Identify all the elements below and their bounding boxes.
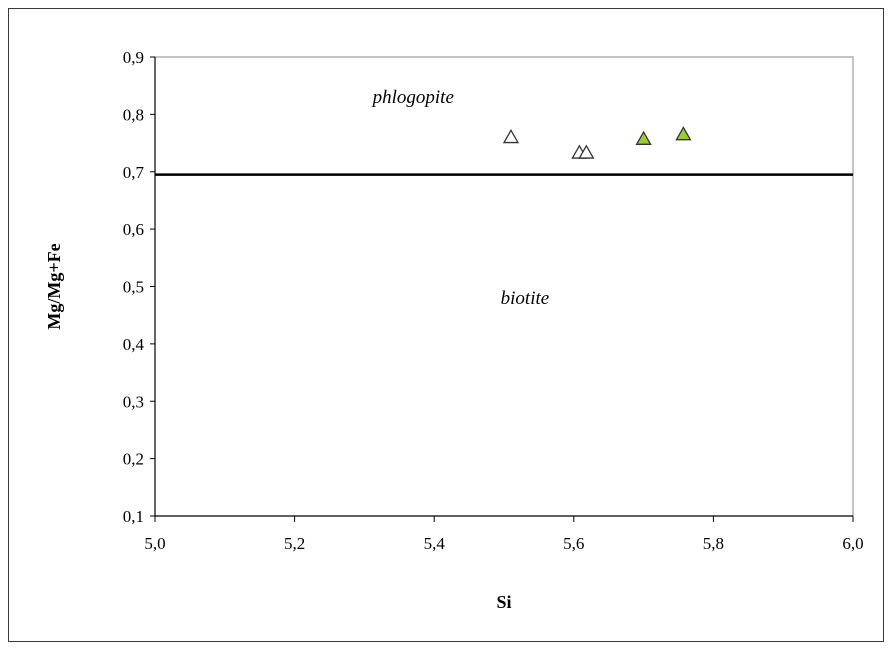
x-tick-label: 5,8 [703,534,724,553]
chart-frame [8,8,884,642]
region-labels: phlogopite biotite [371,87,550,309]
x-tick-label: 5,6 [563,534,584,553]
y-tick-label: 0,8 [123,105,144,124]
data-point-triangle [675,126,692,141]
x-tick-label: 5,2 [284,534,305,553]
y-tick-label: 0,6 [123,220,144,239]
y-tick-label: 0,7 [123,163,145,182]
region-label: phlogopite [371,87,454,108]
y-tick-label: 0,1 [123,507,144,526]
y-tick-label: 0,2 [123,450,144,469]
y-axis-title: Mg/Mg+Fe [44,243,64,329]
y-tick-label: 0,4 [123,335,145,354]
x-axis-title: Si [496,592,511,612]
plot-area-border [154,56,854,517]
ticks: 0,1 0,2 0,3 0,4 0,5 0,6 0,7 0,8 0,9 5,0 5,2 5,4 5,6 5… [123,48,864,553]
x-tick-label: 5,4 [424,534,446,553]
x-tick-label: 6,0 [842,534,863,553]
data-point-triangle [502,129,520,144]
y-tick-label: 0,9 [123,48,144,67]
y-tick-label: 0,5 [123,278,144,297]
x-tick-label: 5,0 [144,534,165,553]
axes [154,56,854,517]
data-point-triangle [635,130,652,145]
region-label: biotite [501,288,550,309]
data-point-triangle [578,144,595,159]
data-points [502,126,692,159]
y-tick-label: 0,3 [123,392,144,411]
